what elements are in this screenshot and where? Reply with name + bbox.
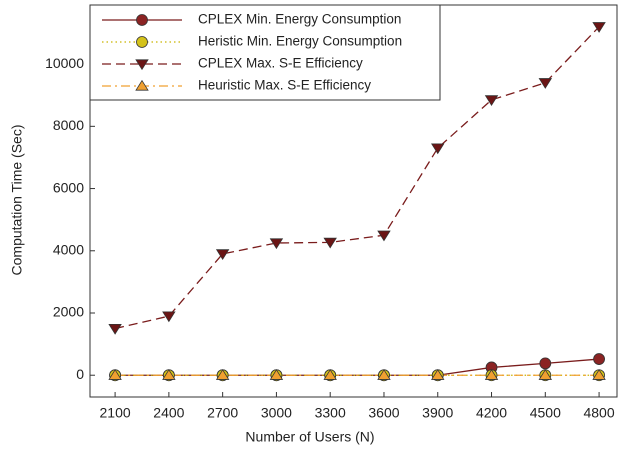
marker: [431, 369, 445, 380]
marker: [108, 323, 122, 335]
marker: [162, 369, 176, 380]
marker: [484, 95, 499, 107]
legend: CPLEX Min. Energy Consumption Heristic Mi…: [89, 4, 441, 101]
marker: [484, 369, 499, 380]
marker: [215, 369, 230, 380]
marker: [592, 369, 606, 380]
legend-box: [89, 4, 441, 101]
x-tick-label: 4200: [476, 405, 507, 421]
x-tick-label: 3000: [261, 405, 292, 421]
y-tick-label: 4000: [53, 241, 84, 257]
marker: [431, 143, 445, 155]
y-tick-label: 2000: [53, 304, 84, 320]
legend-label: Heristic Min. Energy Consumption: [198, 34, 402, 49]
legend-label: CPLEX Min. Energy Consumption: [198, 12, 401, 27]
legend-label: CPLEX Max. S-E Efficiency: [198, 56, 363, 71]
y-axis-label: Computation Time (Sec): [9, 125, 25, 276]
x-tick-label: 2100: [100, 405, 131, 421]
marker: [162, 311, 176, 323]
marker: [323, 237, 337, 249]
x-tick-label: 3300: [315, 405, 346, 421]
marker: [323, 369, 337, 380]
marker: [592, 22, 606, 33]
marker: [269, 238, 284, 250]
series-line: [115, 358, 600, 376]
marker: [108, 369, 122, 380]
marker: [539, 357, 552, 370]
x-axis-label: Number of Users (N): [245, 429, 374, 445]
legend-label: Heuristic Max. S-E Efficiency: [198, 78, 371, 93]
y-tick-label: 0: [76, 366, 84, 382]
y-tick-label: 10000: [45, 55, 84, 71]
marker: [377, 230, 391, 242]
marker: [593, 353, 605, 365]
marker: [538, 369, 553, 380]
y-tick-label: 8000: [53, 117, 84, 133]
marker: [377, 369, 391, 380]
x-tick-label: 3900: [422, 405, 453, 421]
marker: [215, 249, 230, 261]
series-line: [114, 26, 600, 330]
marker: [135, 59, 149, 71]
x-tick-label: 2400: [153, 405, 184, 421]
marker: [269, 369, 284, 380]
x-tick-label: 2700: [207, 405, 238, 421]
marker: [135, 79, 149, 91]
x-tick-label: 4500: [530, 405, 561, 421]
marker: [136, 14, 148, 26]
x-tick-label: 4800: [583, 405, 614, 421]
x-tick-label: 3600: [368, 405, 399, 421]
marker: [136, 36, 148, 48]
marker: [538, 78, 553, 89]
y-tick-label: 6000: [53, 179, 84, 195]
